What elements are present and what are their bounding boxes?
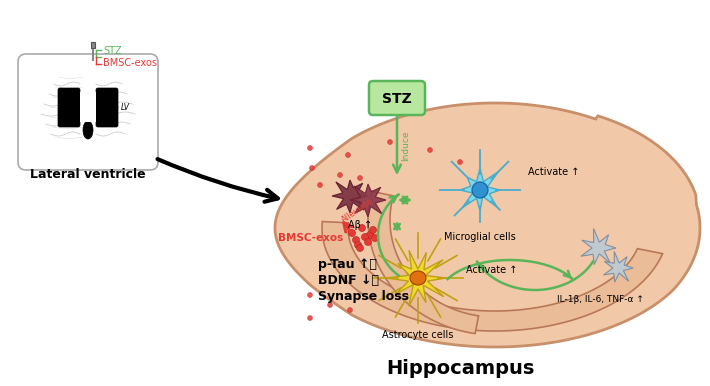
Circle shape xyxy=(307,146,312,151)
Circle shape xyxy=(366,232,373,239)
Text: Lateral ventricle: Lateral ventricle xyxy=(31,168,146,181)
Text: p-Tau ↑，: p-Tau ↑， xyxy=(318,258,377,271)
FancyBboxPatch shape xyxy=(80,92,96,122)
Circle shape xyxy=(369,227,376,234)
Circle shape xyxy=(310,166,315,171)
FancyBboxPatch shape xyxy=(91,42,95,48)
Polygon shape xyxy=(460,168,500,211)
Text: BMSC-exos: BMSC-exos xyxy=(278,233,343,243)
Text: Hippocampus: Hippocampus xyxy=(386,359,534,378)
Circle shape xyxy=(337,173,342,178)
Circle shape xyxy=(349,230,356,237)
Text: BMSC-exos: BMSC-exos xyxy=(103,58,157,68)
Circle shape xyxy=(359,225,366,232)
Text: Alleviate: Alleviate xyxy=(340,196,376,225)
FancyBboxPatch shape xyxy=(96,88,118,127)
Polygon shape xyxy=(322,222,662,331)
Text: Astrocyte cells: Astrocyte cells xyxy=(382,330,454,340)
Circle shape xyxy=(364,239,371,245)
Text: Aβ ↑: Aβ ↑ xyxy=(348,220,372,230)
Polygon shape xyxy=(604,251,633,282)
Circle shape xyxy=(317,183,322,188)
Text: Microglial cells: Microglial cells xyxy=(444,232,516,242)
Circle shape xyxy=(361,234,368,240)
FancyBboxPatch shape xyxy=(58,88,80,127)
Text: Synapse loss: Synapse loss xyxy=(318,290,409,303)
Circle shape xyxy=(347,308,352,313)
Circle shape xyxy=(307,315,312,320)
Text: STZ: STZ xyxy=(382,92,412,106)
Circle shape xyxy=(358,176,363,181)
Polygon shape xyxy=(275,103,700,347)
Text: LV: LV xyxy=(121,103,130,112)
Circle shape xyxy=(371,235,378,242)
Text: Activate ↑: Activate ↑ xyxy=(466,265,518,275)
Text: Activate ↑: Activate ↑ xyxy=(528,167,579,177)
Text: BDNF ↓，: BDNF ↓， xyxy=(318,274,379,287)
Text: STZ: STZ xyxy=(103,46,121,56)
Text: IL-1β, IL-6, TNF-α ↑: IL-1β, IL-6, TNF-α ↑ xyxy=(557,295,643,304)
Text: Induce: Induce xyxy=(401,131,410,161)
Ellipse shape xyxy=(410,271,426,285)
Ellipse shape xyxy=(472,182,488,198)
FancyBboxPatch shape xyxy=(18,54,158,170)
Polygon shape xyxy=(386,251,446,306)
Circle shape xyxy=(352,237,359,244)
FancyBboxPatch shape xyxy=(369,81,425,115)
Circle shape xyxy=(327,303,332,308)
Circle shape xyxy=(356,244,364,252)
Circle shape xyxy=(457,159,462,164)
Polygon shape xyxy=(581,229,616,264)
Polygon shape xyxy=(350,184,386,217)
Circle shape xyxy=(346,152,351,157)
Circle shape xyxy=(388,139,393,144)
Polygon shape xyxy=(368,191,479,334)
Circle shape xyxy=(354,242,361,249)
Ellipse shape xyxy=(83,121,93,139)
Circle shape xyxy=(307,293,312,298)
Polygon shape xyxy=(332,180,368,213)
Circle shape xyxy=(427,147,432,152)
